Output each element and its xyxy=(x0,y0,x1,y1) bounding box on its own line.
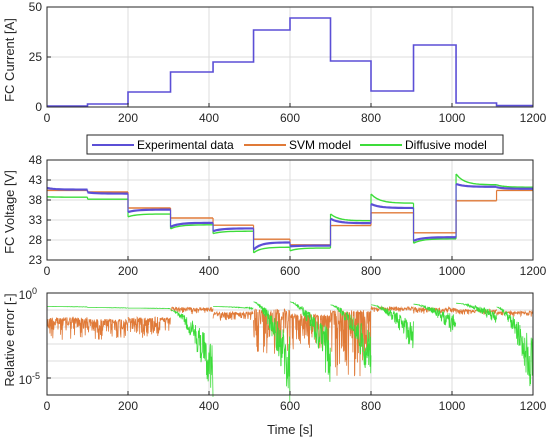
voltage-lines xyxy=(46,173,534,254)
error-series-segment xyxy=(46,316,88,340)
x-axis-title: Time [s] xyxy=(267,422,313,437)
error-series-segment xyxy=(87,318,129,340)
error-series-segment xyxy=(455,308,497,315)
legend: Experimental data SVM model Diffusive mo… xyxy=(86,134,504,155)
error-series-segment xyxy=(496,306,534,387)
voltage-series-segment xyxy=(127,213,171,218)
error-series-segment xyxy=(128,307,171,310)
voltage-series-segment xyxy=(212,230,254,235)
error-series-segment xyxy=(87,307,128,309)
error-series-segment xyxy=(47,306,88,308)
error-series-segment xyxy=(496,309,534,318)
voltage-series-segment xyxy=(127,208,171,214)
error-series-segment xyxy=(213,306,254,311)
error-xtick-label: 1200 xyxy=(520,399,547,413)
voltage-xtick-label: 1000 xyxy=(439,264,466,278)
error-lines xyxy=(46,301,534,402)
voltage-series-segment xyxy=(370,193,414,204)
voltage-series-segment xyxy=(455,173,497,186)
current-ytick-label: 0 xyxy=(35,100,42,114)
error-series-segment xyxy=(370,305,414,312)
error-series-segment xyxy=(456,302,497,323)
error-xtick-label: 200 xyxy=(118,399,138,413)
current-lines xyxy=(47,17,533,107)
voltage-series-segment xyxy=(496,184,534,188)
error-series-segment xyxy=(253,301,291,402)
current-xtick-label: 200 xyxy=(118,111,138,125)
voltage-xtick-label: 800 xyxy=(361,264,381,278)
voltage-series-segment xyxy=(253,246,291,254)
error-series-segment xyxy=(413,303,457,332)
error-xtick-label: 600 xyxy=(280,399,300,413)
voltage-xtick-label: 1200 xyxy=(520,264,547,278)
voltage-ytick-label: 43 xyxy=(29,173,43,187)
error-ytick-label: 10 xyxy=(19,373,33,387)
voltage-series-segment xyxy=(330,217,372,225)
current-xtick-label: 400 xyxy=(199,111,219,125)
voltage-axes: 0 200 400 600 800 1000 1200 23 28 33 38 43 48 FC Vol… xyxy=(2,153,547,278)
voltage-series-segment xyxy=(330,213,372,222)
voltage-xtick-label: 200 xyxy=(118,264,138,278)
current-ytick-label: 25 xyxy=(29,50,43,64)
error-ytick-exponent: 0 xyxy=(32,286,37,296)
legend-label-experimental: Experimental data xyxy=(137,138,234,152)
voltage-series-segment xyxy=(289,247,331,252)
voltage-series-segment xyxy=(87,191,129,195)
current-xtick-label: 600 xyxy=(280,111,300,125)
legend-label-diffusive: Diffusive model xyxy=(405,138,487,152)
voltage-series-segment xyxy=(413,236,457,242)
voltage-ylabel: FC Voltage [V] xyxy=(2,170,17,254)
current-series-line xyxy=(47,17,533,107)
voltage-series-segment xyxy=(289,244,331,248)
current-xtick-label: 1000 xyxy=(439,111,466,125)
error-xtick-label: 800 xyxy=(361,399,381,413)
error-xtick-label: 0 xyxy=(44,399,51,413)
voltage-xtick-label: 0 xyxy=(44,264,51,278)
error-series-segment xyxy=(330,304,372,374)
voltage-series-segment xyxy=(170,224,214,230)
current-ytick-label: 50 xyxy=(29,0,43,14)
voltage-series-segment xyxy=(252,241,291,251)
voltage-series-segment xyxy=(170,221,214,228)
error-ytick-exponent: -5 xyxy=(32,371,40,381)
voltage-ticks: 0 200 400 600 800 1000 1200 23 28 33 38 43 48 xyxy=(29,153,547,278)
error-series-segment xyxy=(290,301,331,382)
current-ticks: 0 200 400 600 800 1000 1200 0 25 50 xyxy=(29,0,547,125)
current-ylabel: FC Current [A] xyxy=(2,18,17,102)
error-series-segment xyxy=(371,304,414,349)
current-xtick-label: 1200 xyxy=(520,111,547,125)
current-xtick-label: 0 xyxy=(44,111,51,125)
voltage-ytick-label: 38 xyxy=(29,193,43,207)
voltage-ytick-label: 48 xyxy=(29,153,43,167)
voltage-grid xyxy=(47,160,533,260)
error-xtick-label: 1000 xyxy=(439,399,466,413)
current-xtick-label: 800 xyxy=(361,111,381,125)
error-series-segment xyxy=(170,306,214,315)
error-series-segment xyxy=(127,315,171,338)
voltage-series-segment xyxy=(455,182,497,188)
voltage-xtick-label: 600 xyxy=(280,264,300,278)
voltage-series-segment xyxy=(413,238,457,244)
voltage-ytick-label: 28 xyxy=(29,233,43,247)
voltage-xtick-label: 400 xyxy=(199,264,219,278)
error-xtick-label: 400 xyxy=(199,399,219,413)
voltage-ytick-label: 33 xyxy=(29,213,43,227)
voltage-series-segment xyxy=(370,202,414,210)
legend-box xyxy=(86,134,504,155)
current-axes: 0 200 400 600 800 1000 1200 0 25 50 FC Current [A… xyxy=(2,0,547,125)
legend-label-svm: SVM model xyxy=(289,138,351,152)
voltage-series-segment xyxy=(212,227,254,233)
voltage-series-segment xyxy=(46,186,88,191)
voltage-ytick-label: 23 xyxy=(29,253,43,267)
voltage-series-segment xyxy=(496,186,534,190)
error-ytick-label: 10 xyxy=(19,288,33,302)
error-series-segment xyxy=(212,310,254,321)
error-ylabel: Relative error [-] xyxy=(2,293,17,386)
error-series-segment xyxy=(170,309,214,397)
